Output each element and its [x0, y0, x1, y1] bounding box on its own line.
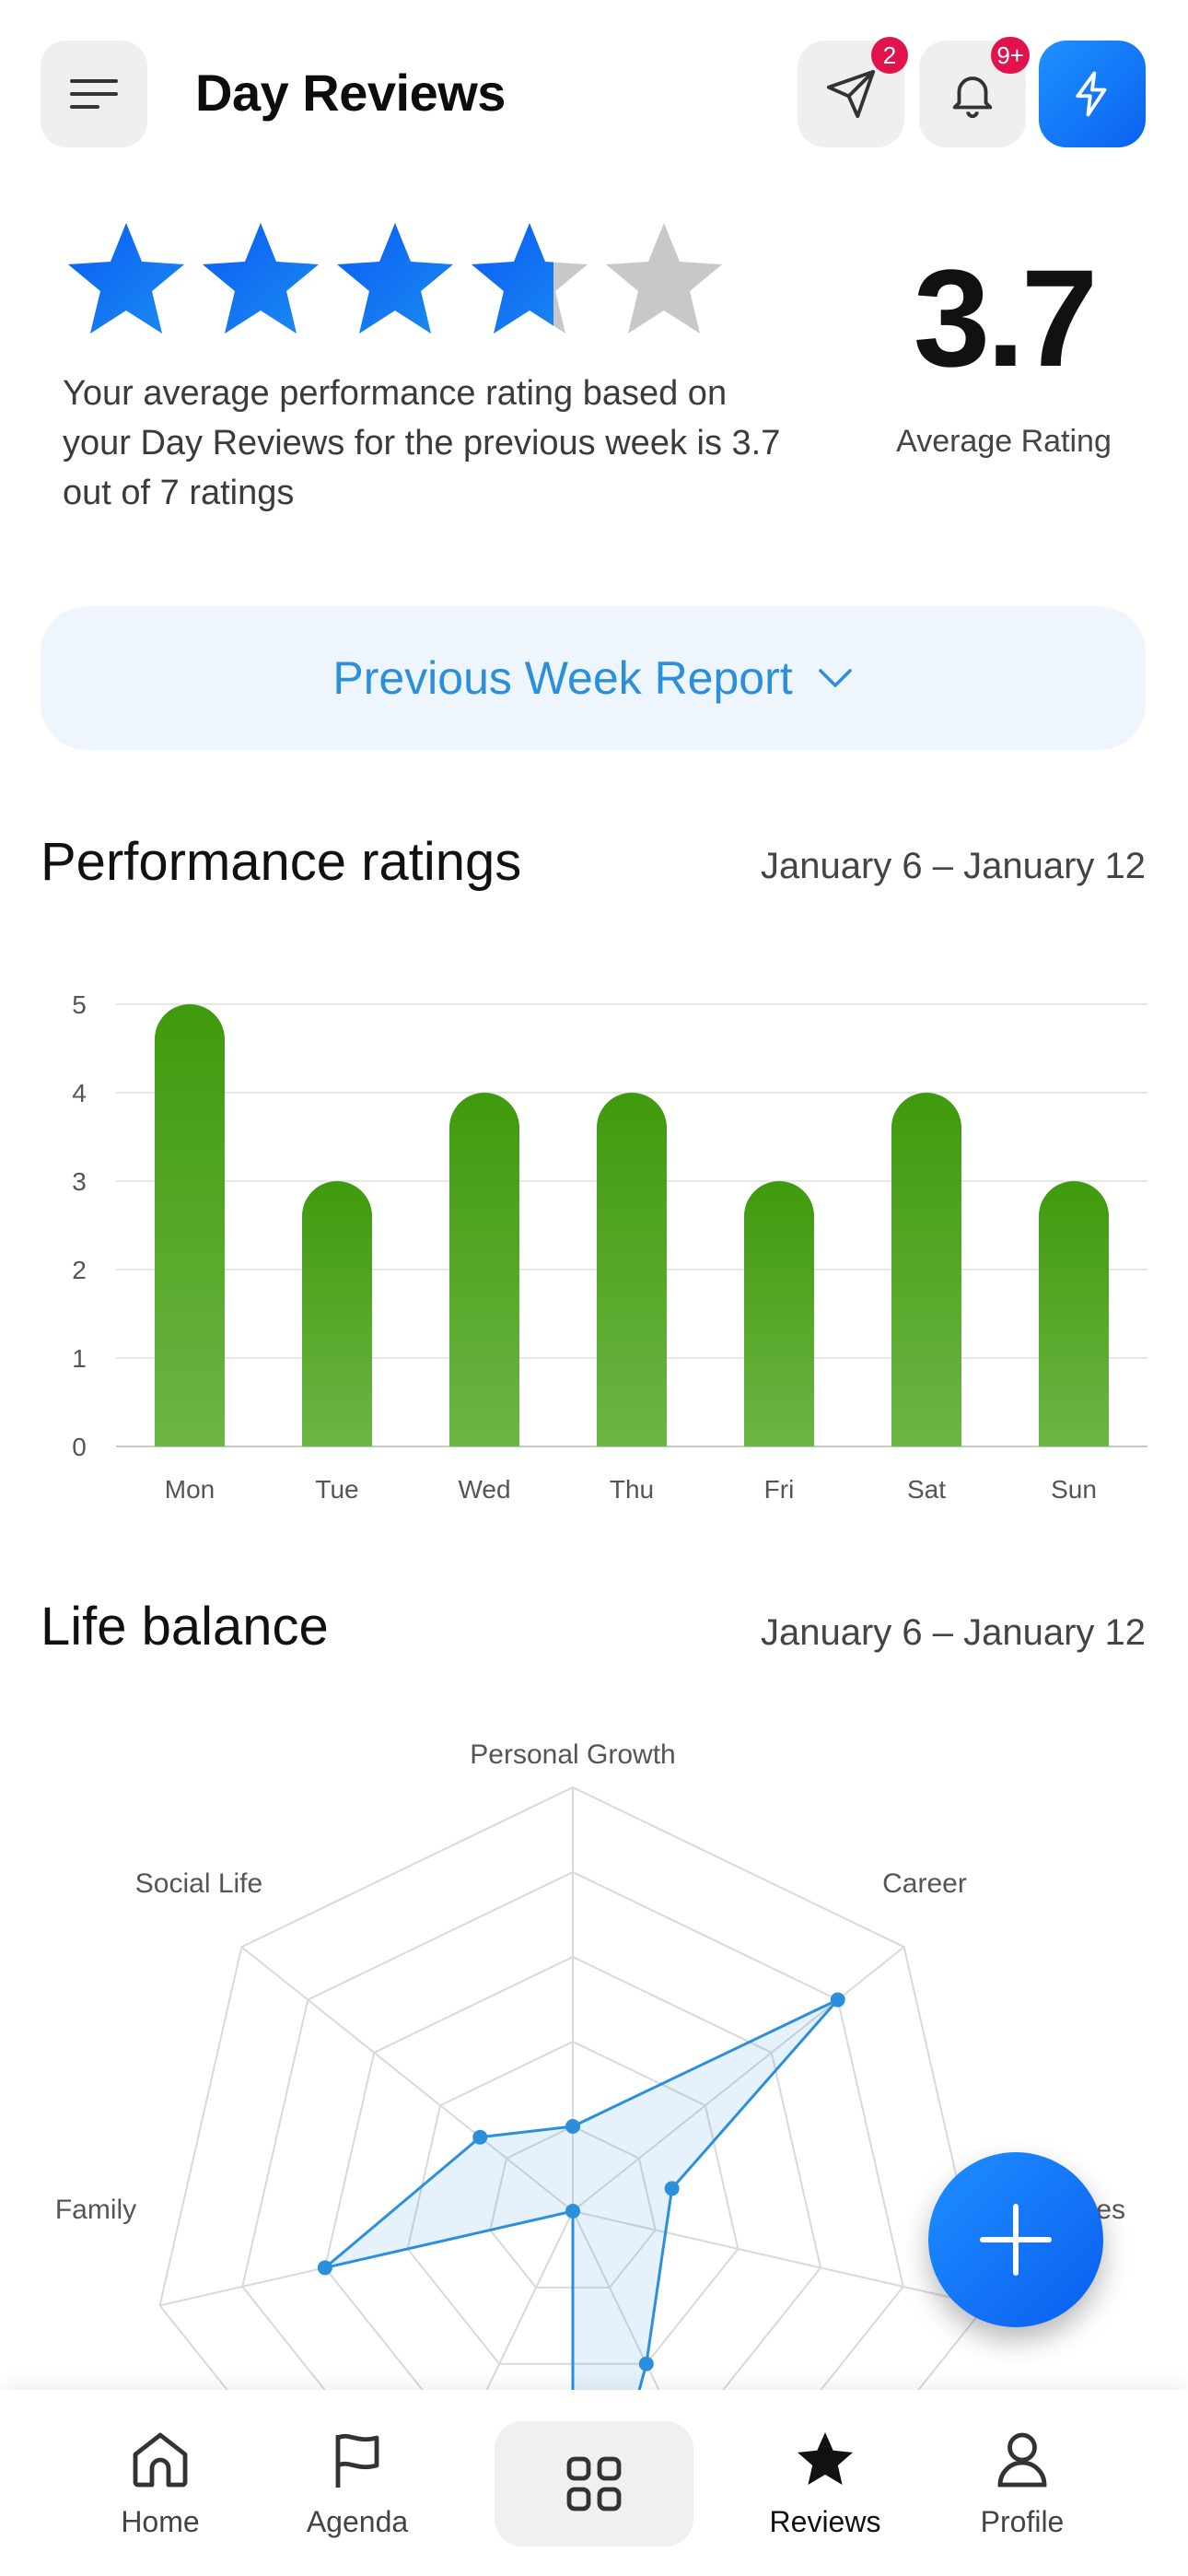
y-tick-label: 2	[72, 1256, 87, 1284]
radar-grid-ring	[158, 1786, 987, 2432]
y-tick-label: 1	[72, 1344, 87, 1373]
y-tick-label: 5	[72, 990, 87, 1019]
bar	[449, 1093, 519, 1446]
y-tick-label: 4	[72, 1079, 87, 1107]
quick-action-button[interactable]	[1039, 41, 1146, 147]
star-icon	[203, 223, 319, 334]
user-icon	[997, 2432, 1047, 2488]
rating-stars	[66, 221, 724, 339]
radar-grid-ring	[323, 1955, 822, 2432]
x-tick-label: Thu	[610, 1475, 654, 1504]
radar-point	[317, 2260, 332, 2276]
life-balance-title: Life balance	[41, 1597, 329, 1657]
rating-description: Your average performance rating based on…	[63, 374, 781, 512]
radar-point	[472, 2129, 488, 2145]
radar-axis-label: Personal Growth	[470, 1739, 675, 1770]
radar-point	[664, 2181, 680, 2196]
radar-point	[638, 2356, 654, 2371]
bar	[597, 1093, 667, 1446]
lightning-icon	[1076, 71, 1107, 117]
nav-home[interactable]: Home	[68, 2427, 252, 2539]
paper-plane-icon	[826, 69, 876, 119]
average-rating-label: Average Rating	[896, 424, 1112, 459]
y-tick-label: 3	[72, 1167, 87, 1196]
send-badge: 2	[871, 37, 908, 74]
report-button-label: Previous Week Report	[332, 652, 793, 704]
radar-point	[830, 1992, 845, 2008]
grid-icon	[566, 2456, 622, 2512]
home-icon	[133, 2432, 188, 2488]
plus-icon	[980, 2204, 1052, 2276]
star-icon	[337, 223, 453, 334]
x-tick-label: Sat	[907, 1475, 946, 1504]
bar	[302, 1181, 372, 1446]
menu-button[interactable]	[41, 41, 147, 147]
add-review-button[interactable]	[928, 2152, 1103, 2327]
flag-icon	[335, 2433, 379, 2488]
radar-axis-label: Career	[882, 1868, 967, 1899]
radar-spoke	[572, 2210, 986, 2307]
bar	[1039, 1181, 1109, 1446]
chevron-down-icon	[818, 669, 852, 687]
bar	[744, 1181, 814, 1446]
nav-reviews[interactable]: Reviews	[733, 2427, 917, 2539]
previous-week-report-button[interactable]: Previous Week Report	[41, 606, 1146, 750]
performance-title: Performance ratings	[41, 832, 522, 892]
radar-spoke	[240, 1946, 574, 2212]
hamburger-icon	[70, 79, 118, 109]
nav-profile[interactable]: Profile	[930, 2427, 1114, 2539]
x-tick-label: Fri	[764, 1475, 795, 1504]
nav-menu-grid[interactable]	[495, 2421, 693, 2547]
nav-agenda[interactable]: Agenda	[265, 2427, 449, 2539]
notification-badge: 9+	[991, 37, 1030, 74]
star-icon	[472, 223, 588, 334]
bottom-navigation: Home Agenda Reviews Profile	[0, 2390, 1188, 2576]
radar-series-area	[323, 1998, 839, 2432]
bell-icon	[952, 76, 993, 119]
page-title: Day Reviews	[195, 64, 506, 122]
performance-bar-chart: 0 1 2 3 4 5 Mon Tue Wed Thu Fri Sat Sun	[72, 990, 1147, 1504]
performance-date-range: January 6 – January 12	[760, 846, 1146, 886]
radar-point	[565, 2119, 580, 2134]
average-rating-value: 3.7	[913, 240, 1099, 395]
radar-axis-label: Social Life	[135, 1868, 262, 1899]
x-tick-label: Wed	[458, 1475, 510, 1504]
y-tick-label: 0	[72, 1433, 87, 1461]
x-tick-label: Mon	[165, 1475, 215, 1504]
star-icon	[606, 223, 722, 334]
bar	[155, 1004, 225, 1446]
life-balance-date-range: January 6 – January 12	[760, 1612, 1146, 1653]
app-header: Day Reviews 2 9+	[0, 0, 1188, 193]
nav-agenda-label: Agenda	[306, 2505, 409, 2538]
radar-point	[565, 2204, 580, 2219]
star-icon	[798, 2432, 853, 2485]
send-button[interactable]: 2	[798, 37, 908, 147]
notifications-button[interactable]: 9+	[919, 37, 1030, 147]
nav-reviews-label: Reviews	[769, 2505, 881, 2538]
star-icon	[68, 223, 184, 334]
nav-home-label: Home	[121, 2505, 200, 2538]
radar-axis-label: Family	[55, 2195, 136, 2225]
bar	[891, 1093, 961, 1446]
radar-grid-ring	[241, 1870, 904, 2432]
x-tick-label: Tue	[315, 1475, 358, 1504]
x-tick-label: Sun	[1051, 1475, 1097, 1504]
nav-profile-label: Profile	[980, 2505, 1065, 2538]
radar-spoke	[572, 1946, 905, 2212]
